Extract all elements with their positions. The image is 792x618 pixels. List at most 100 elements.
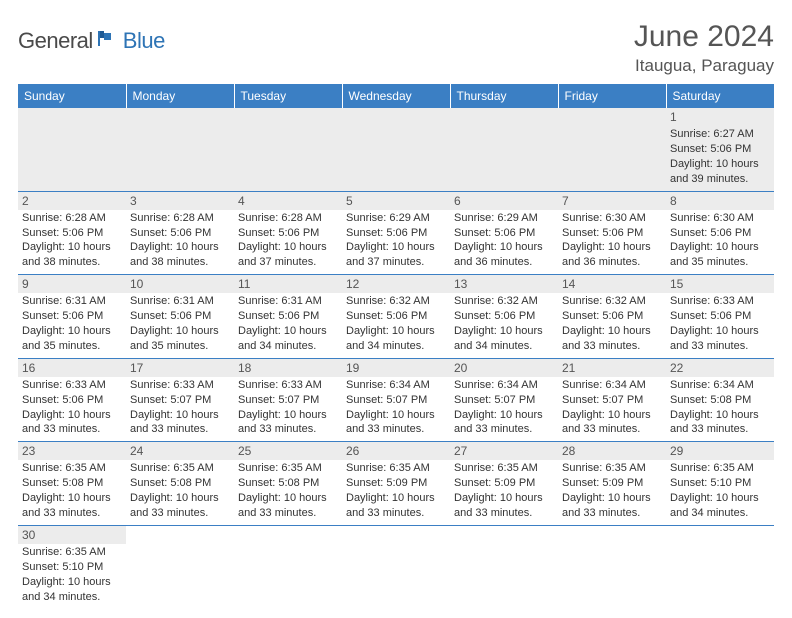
daylight-line: and 39 minutes. bbox=[670, 172, 770, 187]
sunrise-line: Sunrise: 6:30 AM bbox=[670, 211, 770, 226]
col-tuesday: Tuesday bbox=[234, 84, 342, 108]
day-number: 9 bbox=[18, 275, 126, 293]
day-number: 2 bbox=[18, 192, 126, 210]
daylight-line: Daylight: 10 hours bbox=[130, 240, 230, 255]
sunrise-line: Sunrise: 6:31 AM bbox=[22, 294, 122, 309]
sunset-line: Sunset: 5:06 PM bbox=[22, 226, 122, 241]
sunrise-line: Sunrise: 6:34 AM bbox=[454, 378, 554, 393]
calendar-cell: 6Sunrise: 6:29 AMSunset: 5:06 PMDaylight… bbox=[450, 191, 558, 275]
location-label: Itaugua, Paraguay bbox=[634, 56, 774, 76]
day-number: 28 bbox=[558, 442, 666, 460]
calendar-cell: 23Sunrise: 6:35 AMSunset: 5:08 PMDayligh… bbox=[18, 442, 126, 526]
calendar-cell: 22Sunrise: 6:34 AMSunset: 5:08 PMDayligh… bbox=[666, 358, 774, 442]
col-thursday: Thursday bbox=[450, 84, 558, 108]
day-number: 1 bbox=[666, 108, 774, 126]
sunrise-line: Sunrise: 6:31 AM bbox=[238, 294, 338, 309]
sunset-line: Sunset: 5:06 PM bbox=[346, 226, 446, 241]
calendar-cell: 10Sunrise: 6:31 AMSunset: 5:06 PMDayligh… bbox=[126, 275, 234, 359]
sunrise-line: Sunrise: 6:32 AM bbox=[346, 294, 446, 309]
daylight-line: and 36 minutes. bbox=[562, 255, 662, 270]
daylight-line: Daylight: 10 hours bbox=[562, 491, 662, 506]
daylight-line: and 33 minutes. bbox=[670, 422, 770, 437]
daylight-line: Daylight: 10 hours bbox=[22, 324, 122, 339]
sunset-line: Sunset: 5:07 PM bbox=[130, 393, 230, 408]
sunrise-line: Sunrise: 6:35 AM bbox=[22, 545, 122, 560]
day-number: 12 bbox=[342, 275, 450, 293]
sunset-line: Sunset: 5:07 PM bbox=[562, 393, 662, 408]
day-number: 11 bbox=[234, 275, 342, 293]
daylight-line: Daylight: 10 hours bbox=[562, 240, 662, 255]
sunset-line: Sunset: 5:07 PM bbox=[238, 393, 338, 408]
daylight-line: Daylight: 10 hours bbox=[238, 408, 338, 423]
calendar-cell: 12Sunrise: 6:32 AMSunset: 5:06 PMDayligh… bbox=[342, 275, 450, 359]
calendar-row: 23Sunrise: 6:35 AMSunset: 5:08 PMDayligh… bbox=[18, 442, 774, 526]
calendar-cell: 26Sunrise: 6:35 AMSunset: 5:09 PMDayligh… bbox=[342, 442, 450, 526]
daylight-line: Daylight: 10 hours bbox=[238, 324, 338, 339]
sunrise-line: Sunrise: 6:35 AM bbox=[346, 461, 446, 476]
daylight-line: and 33 minutes. bbox=[562, 339, 662, 354]
sunrise-line: Sunrise: 6:34 AM bbox=[346, 378, 446, 393]
calendar-cell bbox=[450, 525, 558, 608]
calendar-row: 1Sunrise: 6:27 AMSunset: 5:06 PMDaylight… bbox=[18, 108, 774, 191]
sunrise-line: Sunrise: 6:29 AM bbox=[454, 211, 554, 226]
sunset-line: Sunset: 5:08 PM bbox=[22, 476, 122, 491]
daylight-line: Daylight: 10 hours bbox=[130, 324, 230, 339]
daylight-line: Daylight: 10 hours bbox=[22, 408, 122, 423]
sunrise-line: Sunrise: 6:35 AM bbox=[670, 461, 770, 476]
sunrise-line: Sunrise: 6:32 AM bbox=[454, 294, 554, 309]
sunrise-line: Sunrise: 6:33 AM bbox=[238, 378, 338, 393]
calendar-cell: 3Sunrise: 6:28 AMSunset: 5:06 PMDaylight… bbox=[126, 191, 234, 275]
calendar-cell: 24Sunrise: 6:35 AMSunset: 5:08 PMDayligh… bbox=[126, 442, 234, 526]
calendar-cell bbox=[558, 108, 666, 191]
daylight-line: Daylight: 10 hours bbox=[22, 240, 122, 255]
daylight-line: Daylight: 10 hours bbox=[238, 240, 338, 255]
sunset-line: Sunset: 5:06 PM bbox=[562, 226, 662, 241]
calendar-cell bbox=[342, 525, 450, 608]
calendar-cell: 16Sunrise: 6:33 AMSunset: 5:06 PMDayligh… bbox=[18, 358, 126, 442]
daylight-line: Daylight: 10 hours bbox=[454, 408, 554, 423]
col-sunday: Sunday bbox=[18, 84, 126, 108]
sunset-line: Sunset: 5:06 PM bbox=[238, 226, 338, 241]
sunset-line: Sunset: 5:09 PM bbox=[562, 476, 662, 491]
daylight-line: Daylight: 10 hours bbox=[346, 408, 446, 423]
daylight-line: and 33 minutes. bbox=[454, 506, 554, 521]
day-number: 18 bbox=[234, 359, 342, 377]
weekday-header-row: Sunday Monday Tuesday Wednesday Thursday… bbox=[18, 84, 774, 108]
sunset-line: Sunset: 5:06 PM bbox=[22, 393, 122, 408]
sunrise-line: Sunrise: 6:35 AM bbox=[454, 461, 554, 476]
calendar-cell: 5Sunrise: 6:29 AMSunset: 5:06 PMDaylight… bbox=[342, 191, 450, 275]
sunset-line: Sunset: 5:07 PM bbox=[454, 393, 554, 408]
sunset-line: Sunset: 5:06 PM bbox=[454, 226, 554, 241]
calendar-cell bbox=[450, 108, 558, 191]
sunset-line: Sunset: 5:06 PM bbox=[130, 226, 230, 241]
calendar-row: 2Sunrise: 6:28 AMSunset: 5:06 PMDaylight… bbox=[18, 191, 774, 275]
sunrise-line: Sunrise: 6:28 AM bbox=[130, 211, 230, 226]
daylight-line: and 35 minutes. bbox=[22, 339, 122, 354]
col-friday: Friday bbox=[558, 84, 666, 108]
daylight-line: and 33 minutes. bbox=[238, 422, 338, 437]
sunrise-line: Sunrise: 6:32 AM bbox=[562, 294, 662, 309]
sunset-line: Sunset: 5:06 PM bbox=[454, 309, 554, 324]
sunset-line: Sunset: 5:07 PM bbox=[346, 393, 446, 408]
sunset-line: Sunset: 5:09 PM bbox=[346, 476, 446, 491]
title-block: June 2024 Itaugua, Paraguay bbox=[634, 20, 774, 76]
day-number: 19 bbox=[342, 359, 450, 377]
day-number: 15 bbox=[666, 275, 774, 293]
daylight-line: and 35 minutes. bbox=[670, 255, 770, 270]
daylight-line: and 33 minutes. bbox=[130, 422, 230, 437]
sunrise-line: Sunrise: 6:33 AM bbox=[130, 378, 230, 393]
sunrise-line: Sunrise: 6:35 AM bbox=[562, 461, 662, 476]
daylight-line: and 37 minutes. bbox=[346, 255, 446, 270]
calendar-cell: 15Sunrise: 6:33 AMSunset: 5:06 PMDayligh… bbox=[666, 275, 774, 359]
logo-text-blue: Blue bbox=[123, 28, 165, 54]
calendar-cell: 28Sunrise: 6:35 AMSunset: 5:09 PMDayligh… bbox=[558, 442, 666, 526]
calendar-table: Sunday Monday Tuesday Wednesday Thursday… bbox=[18, 84, 774, 608]
sunrise-line: Sunrise: 6:35 AM bbox=[238, 461, 338, 476]
daylight-line: Daylight: 10 hours bbox=[130, 408, 230, 423]
sunrise-line: Sunrise: 6:28 AM bbox=[238, 211, 338, 226]
calendar-cell: 17Sunrise: 6:33 AMSunset: 5:07 PMDayligh… bbox=[126, 358, 234, 442]
sunset-line: Sunset: 5:08 PM bbox=[130, 476, 230, 491]
flag-icon bbox=[97, 30, 121, 53]
daylight-line: and 33 minutes. bbox=[130, 506, 230, 521]
day-number: 25 bbox=[234, 442, 342, 460]
